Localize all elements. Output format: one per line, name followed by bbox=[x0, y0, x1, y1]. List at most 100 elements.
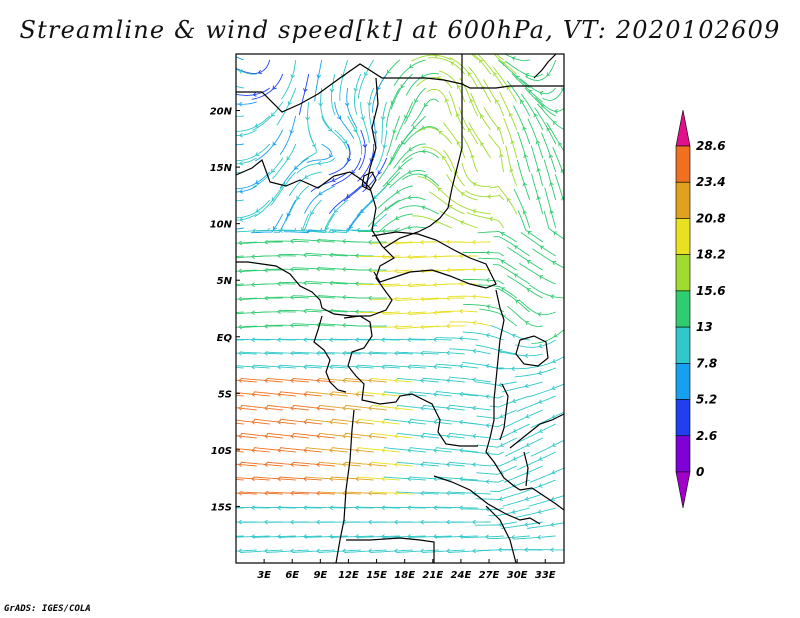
streamline bbox=[318, 491, 361, 495]
streamline bbox=[520, 93, 544, 131]
streamline bbox=[513, 535, 556, 540]
streamline-arrow bbox=[500, 259, 505, 264]
streamline-arrow bbox=[459, 391, 464, 397]
streamline bbox=[529, 467, 564, 483]
streamline-arrow bbox=[393, 519, 398, 525]
streamline-arrow bbox=[522, 182, 528, 187]
streamline-arrow bbox=[251, 476, 256, 482]
lat-tick-label: 15N bbox=[210, 163, 233, 174]
streamline-arrow bbox=[472, 405, 477, 411]
streamline bbox=[266, 351, 309, 355]
streamline-arrow bbox=[535, 140, 541, 145]
streamline-arrow bbox=[456, 84, 461, 90]
streamline-arrow bbox=[367, 102, 372, 107]
streamline bbox=[236, 101, 257, 105]
streamline bbox=[344, 240, 387, 243]
streamline bbox=[531, 329, 564, 344]
streamline bbox=[314, 59, 323, 102]
streamline bbox=[426, 88, 453, 117]
streamline-arrow bbox=[458, 534, 463, 539]
streamline bbox=[514, 507, 556, 518]
streamline bbox=[250, 213, 284, 234]
streamline-arrow bbox=[367, 406, 373, 411]
streamline bbox=[321, 199, 348, 232]
streamline bbox=[321, 115, 348, 150]
streamline-arrow bbox=[419, 324, 425, 330]
streamline-arrow bbox=[328, 252, 334, 258]
streamline-arrow bbox=[432, 392, 438, 397]
streamline-arrow bbox=[480, 142, 485, 147]
streamline bbox=[482, 79, 505, 117]
streamline-arrow bbox=[255, 208, 260, 213]
streamline-arrow bbox=[340, 73, 346, 79]
streamline bbox=[236, 435, 257, 439]
streamline bbox=[253, 338, 296, 341]
streamline-arrow bbox=[380, 505, 385, 511]
streamline-arrow bbox=[393, 240, 398, 246]
streamline bbox=[495, 54, 504, 61]
streamline bbox=[356, 185, 388, 216]
streamline bbox=[449, 348, 491, 355]
streamline bbox=[357, 144, 375, 182]
streamline-arrow bbox=[380, 337, 385, 343]
lon-tick-label: 9E bbox=[313, 570, 327, 581]
streamline bbox=[396, 404, 439, 411]
streamline bbox=[357, 447, 400, 453]
streamline-arrow bbox=[381, 228, 386, 234]
streamline bbox=[240, 404, 283, 411]
streamline-arrow bbox=[276, 534, 281, 539]
streamline bbox=[396, 461, 439, 467]
streamline-arrow bbox=[237, 268, 243, 274]
streamline bbox=[422, 325, 465, 328]
streamline bbox=[489, 186, 518, 215]
streamline bbox=[537, 103, 564, 130]
streamline-arrow bbox=[551, 442, 557, 447]
streamline-arrow bbox=[263, 548, 268, 554]
streamline-arrow bbox=[471, 548, 476, 554]
streamline-arrow bbox=[401, 140, 406, 145]
streamline-arrow bbox=[438, 130, 443, 135]
streamline bbox=[383, 338, 426, 341]
streamline bbox=[462, 279, 504, 285]
streamline bbox=[240, 325, 283, 329]
streamline-arrow bbox=[367, 267, 372, 273]
streamline-arrow bbox=[520, 99, 525, 104]
streamline-arrow bbox=[341, 490, 346, 496]
streamline bbox=[516, 395, 556, 412]
colorbar-legend: 28.6 23.4 20.8 18.2 15.6 13 7.8 5.2 2.6 0 bbox=[675, 109, 726, 509]
streamline-arrow bbox=[395, 189, 400, 194]
lat-tick-label: 5N bbox=[217, 276, 233, 287]
streamline bbox=[309, 227, 349, 234]
streamline-arrow bbox=[509, 168, 514, 173]
streamline bbox=[304, 213, 336, 234]
streamline bbox=[279, 418, 322, 425]
streamline bbox=[236, 339, 244, 341]
streamline bbox=[236, 283, 244, 285]
streamline-arrow bbox=[289, 129, 294, 135]
streamline bbox=[266, 240, 309, 243]
streamline-arrow bbox=[354, 505, 359, 511]
streamline-arrow bbox=[450, 61, 455, 66]
streamline-arrow bbox=[239, 189, 244, 194]
streamline bbox=[346, 199, 375, 233]
streamline bbox=[422, 432, 465, 439]
streamline-arrow bbox=[290, 378, 295, 384]
coastline-west-africa bbox=[236, 159, 395, 317]
streamline-arrow bbox=[512, 428, 518, 433]
streamline-arrow bbox=[310, 210, 315, 215]
streamline-arrow bbox=[250, 282, 255, 287]
streamline-arrow bbox=[424, 102, 429, 108]
streamline-arrow bbox=[354, 253, 359, 259]
streamline bbox=[236, 422, 244, 425]
streamline bbox=[253, 364, 296, 369]
streamline-arrow bbox=[419, 548, 424, 554]
streamline bbox=[448, 432, 491, 439]
lat-tick-label: EQ bbox=[217, 333, 233, 344]
streamline-arrow bbox=[342, 462, 347, 467]
streamline-arrow bbox=[406, 505, 411, 511]
streamline-arrow bbox=[524, 73, 530, 78]
streamline-arrow bbox=[302, 392, 308, 397]
streamline-arrow bbox=[514, 245, 519, 250]
streamline-arrow bbox=[368, 462, 373, 467]
streamline bbox=[451, 199, 491, 215]
